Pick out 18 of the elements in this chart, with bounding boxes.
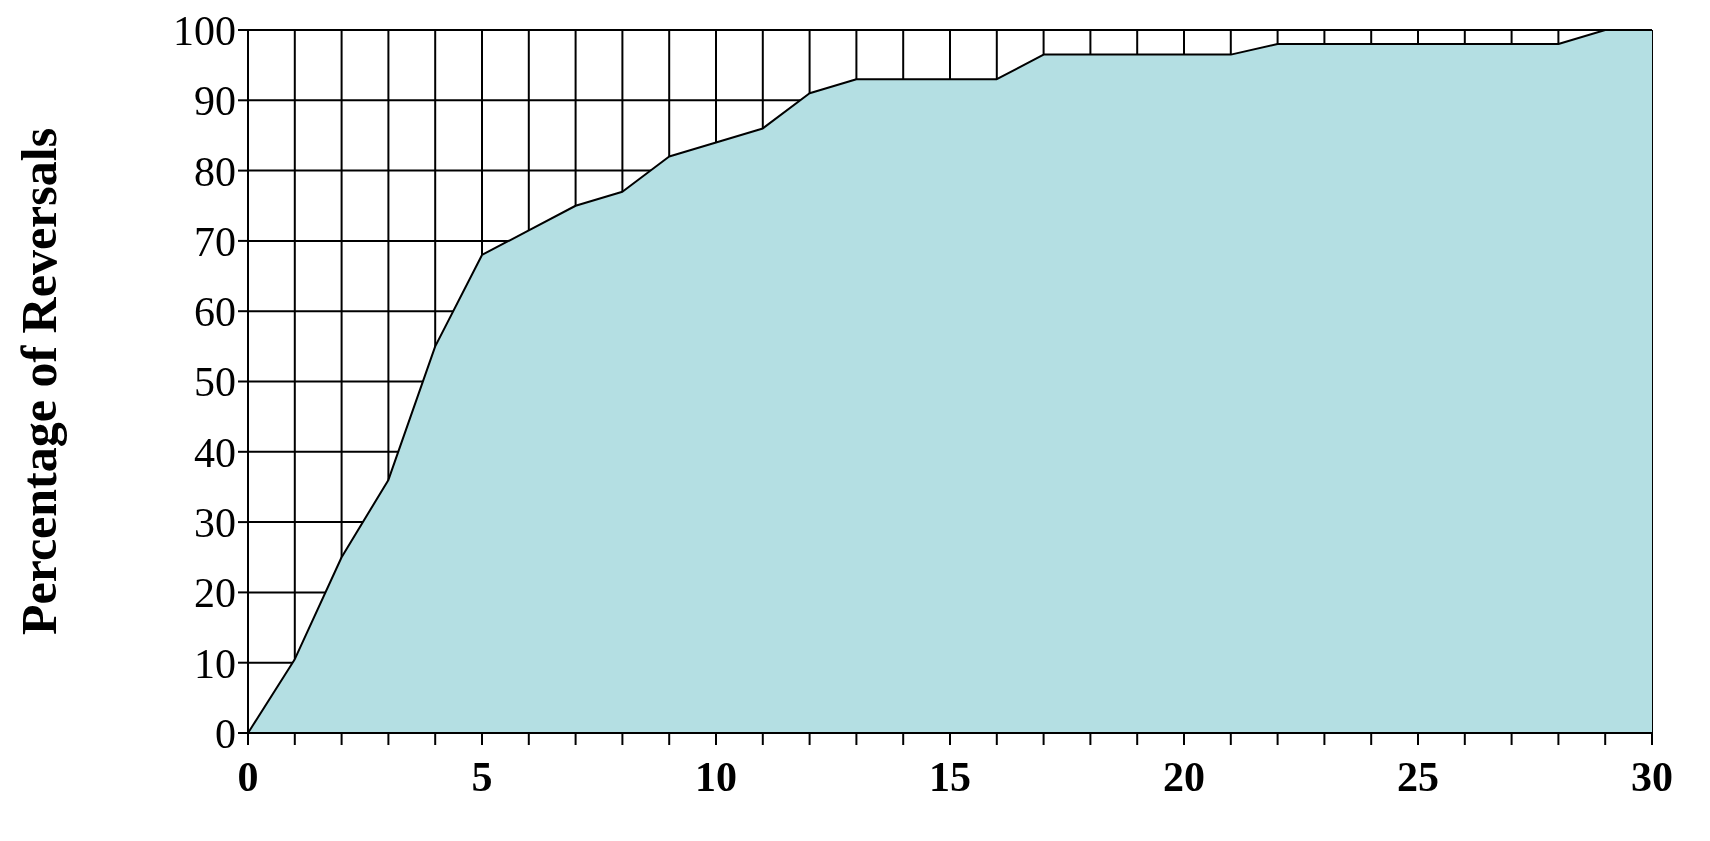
y-tick-label: 80 bbox=[194, 148, 236, 195]
y-tick-label: 30 bbox=[194, 500, 236, 547]
x-tick-label: 20 bbox=[1163, 753, 1205, 800]
y-tick-label: 60 bbox=[194, 289, 236, 336]
x-tick-label: 10 bbox=[695, 753, 737, 800]
x-tick-label: 15 bbox=[929, 753, 971, 800]
y-tick-label: 10 bbox=[194, 640, 236, 687]
x-tick-label: 25 bbox=[1397, 753, 1439, 800]
y-axis-title: Percentage of Reversals bbox=[10, 127, 67, 636]
x-tick-label: 30 bbox=[1631, 753, 1673, 800]
y-tick-label: 90 bbox=[194, 78, 236, 125]
y-tick-label: 20 bbox=[194, 570, 236, 617]
y-tick-label: 70 bbox=[194, 218, 236, 265]
y-tick-label: 50 bbox=[194, 359, 236, 406]
y-tick-label: 40 bbox=[194, 429, 236, 476]
y-tick-label: 100 bbox=[173, 7, 236, 54]
x-tick-label: 5 bbox=[471, 753, 493, 800]
y-tick-label: 0 bbox=[215, 710, 236, 757]
